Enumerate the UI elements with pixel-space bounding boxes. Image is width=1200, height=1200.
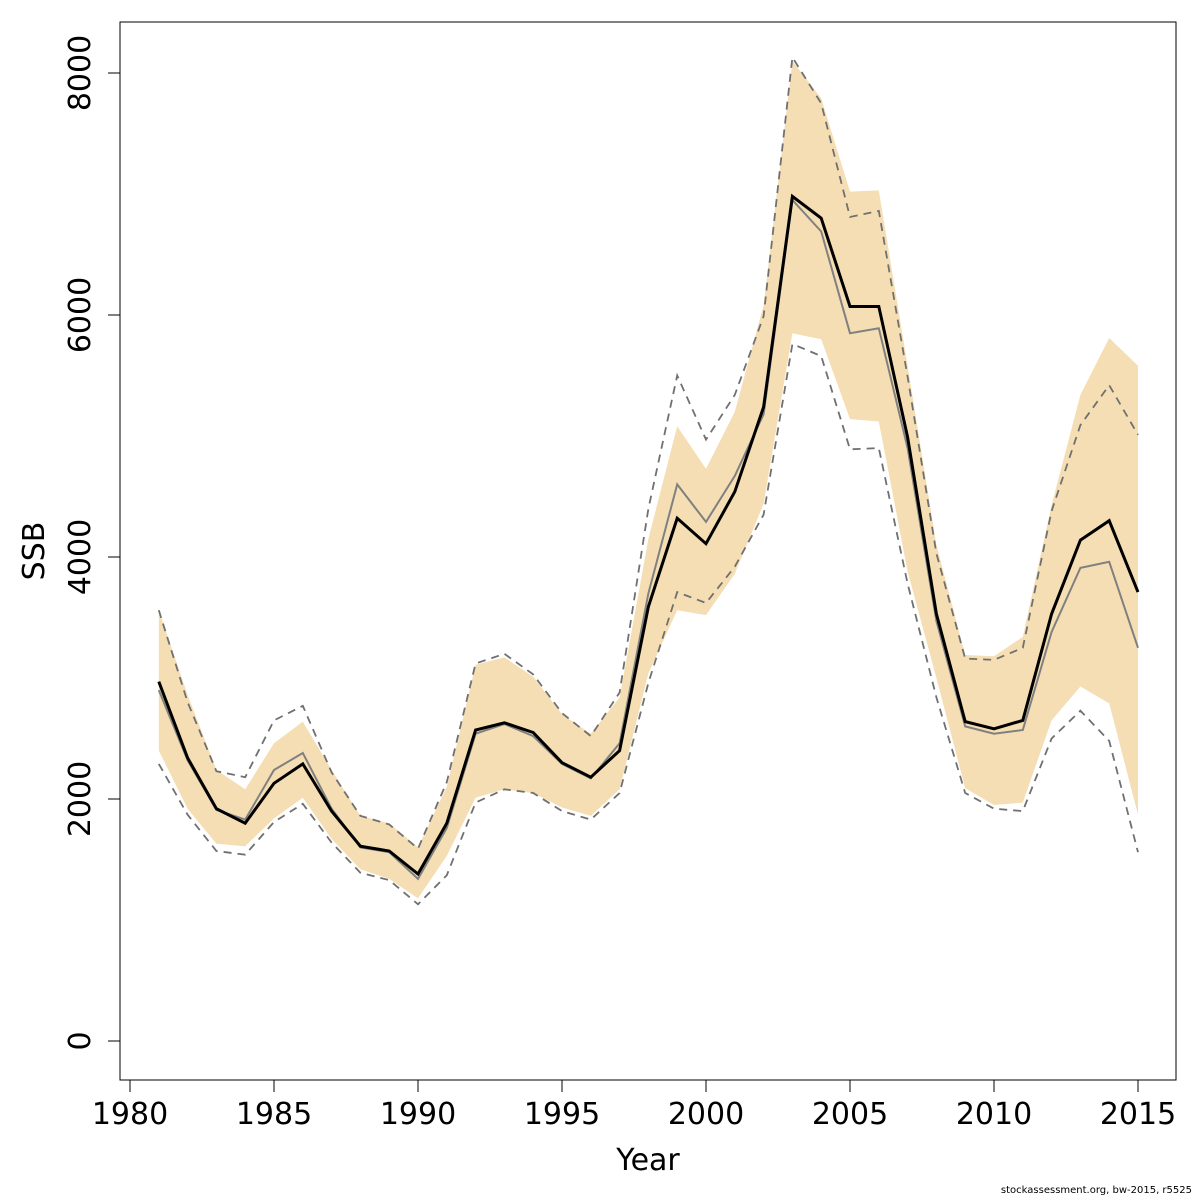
y-tick-label: 8000 — [63, 35, 98, 111]
x-tick-label: 2015 — [1100, 1097, 1176, 1132]
x-tick-label: 1985 — [236, 1097, 312, 1132]
y-tick-label: 0 — [63, 1031, 98, 1050]
x-tick-label: 1990 — [380, 1097, 456, 1132]
x-axis: 1980 1985 1990 1995 2000 2005 2010 2015 — [92, 1079, 1176, 1132]
y-tick-label: 6000 — [63, 277, 98, 353]
ssb-series-line — [157, 193, 1140, 877]
dashed-lower-line — [158, 342, 1139, 906]
x-tick-label: 1980 — [92, 1097, 168, 1132]
y-axis: 0 2000 4000 6000 8000 — [63, 35, 121, 1051]
x-tick-label: 1995 — [524, 1097, 600, 1132]
dashed-upper-line — [157, 54, 1139, 851]
y-tick-label: 2000 — [63, 761, 98, 837]
y-tick-label: 4000 — [63, 519, 98, 595]
confidence-band — [158, 60, 1139, 899]
x-tick-label: 2000 — [668, 1097, 744, 1132]
x-axis-title: Year — [615, 1143, 680, 1178]
retro-series-line — [157, 197, 1139, 881]
x-tick-label: 2005 — [812, 1097, 888, 1132]
y-axis-title: SSB — [17, 522, 52, 581]
x-tick-label: 2010 — [956, 1097, 1032, 1132]
footer-credit: stockassessment.org, bw-2015, r5525 — [1000, 1185, 1192, 1196]
